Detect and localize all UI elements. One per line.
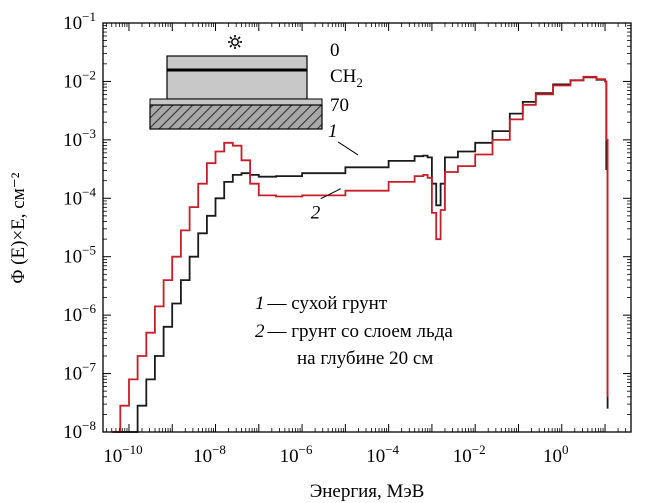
curve-label-leader xyxy=(320,188,341,200)
inset-label-mid: CH2 xyxy=(330,66,363,90)
inset-label-top: 0 xyxy=(330,40,340,61)
series-1-line xyxy=(116,76,609,433)
series-2-line xyxy=(111,75,609,433)
inset-upper-layer xyxy=(166,55,308,100)
x-tick-label: 10−2 xyxy=(453,442,486,467)
curve-labels: 12 xyxy=(311,121,359,224)
inset-gray-band xyxy=(149,98,323,106)
inset-label-mid-sub: 2 xyxy=(356,75,363,90)
axis-ticks xyxy=(103,22,631,433)
y-axis-title: Φ (E)×E, см⁻² xyxy=(8,172,29,283)
series-layer xyxy=(111,75,609,433)
inset-diagram: 0 CH2 70 xyxy=(149,35,363,130)
curve-label-leader xyxy=(337,141,359,156)
legend-row-2: 2— грунт со слоем льда xyxy=(255,321,453,342)
x-tick-label: 10−6 xyxy=(280,442,313,467)
inset-label-bottom: 70 xyxy=(330,95,349,116)
x-axis-title: Энергия, МэВ xyxy=(310,481,425,502)
y-tick-label: 10−4 xyxy=(63,184,96,209)
legend: 1— сухой грунт 2— грунт со слоем льда на… xyxy=(255,293,453,369)
plot-frame xyxy=(102,22,632,433)
curve-label-1: 1 xyxy=(328,121,338,142)
y-tick-label: 10−7 xyxy=(63,360,96,385)
x-tick-label: 10−4 xyxy=(366,442,399,467)
x-tick-label: 10−8 xyxy=(193,442,226,467)
legend-row-3: на глубине 20 см xyxy=(297,348,433,369)
y-tick-label: 10−6 xyxy=(63,301,96,326)
y-tick-label: 10−2 xyxy=(63,67,96,92)
sun-icon xyxy=(228,35,242,49)
y-tick-label: 10−5 xyxy=(63,243,96,268)
x-tick-label: 100 xyxy=(543,442,569,467)
x-tick-label: 10−10 xyxy=(103,442,142,467)
y-tick-label: 10−8 xyxy=(63,418,96,443)
y-tick-label: 10−1 xyxy=(63,9,96,34)
inset-hatched-ground xyxy=(149,104,323,130)
legend-row-1: 1— сухой грунт xyxy=(255,293,388,314)
curve-label-2: 2 xyxy=(311,203,321,224)
y-tick-label: 10−3 xyxy=(63,126,96,151)
